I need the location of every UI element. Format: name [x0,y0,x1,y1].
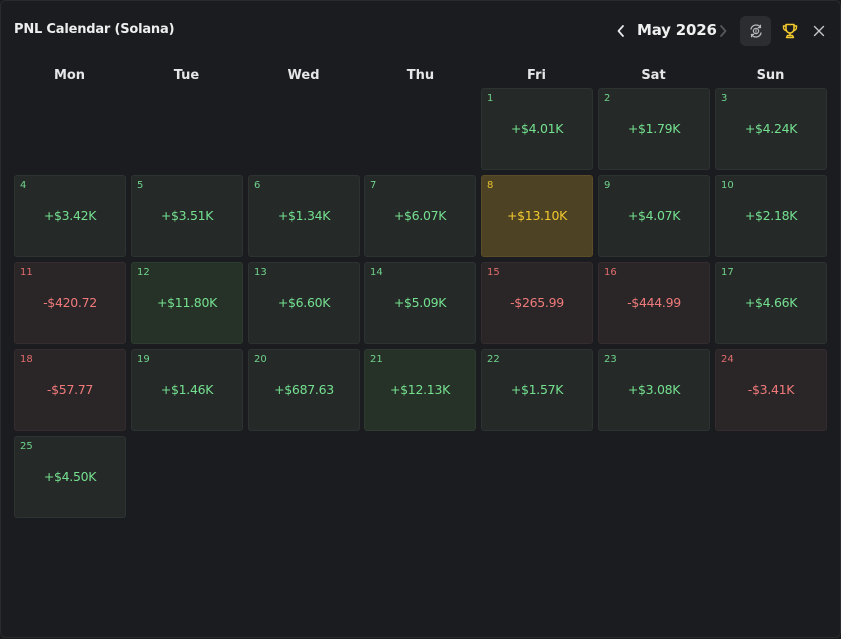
day-pnl-value: -$3.41K [747,382,795,397]
chevron-right-icon [720,25,727,37]
day-pnl-value: +$4.01K [510,121,564,136]
day-pnl-value: +$6.07K [393,208,447,223]
chevron-left-icon [617,25,624,37]
day-pnl-value: +$2.18K [744,208,798,223]
next-month-button[interactable] [713,19,733,43]
day-pnl-value: +$6.60K [277,295,331,310]
day-cell[interactable]: 20 +$687.63 [248,349,360,431]
weekday-label-mon: Mon [53,68,86,83]
day-cell[interactable]: 18 -$57.77 [14,349,126,431]
day-cell[interactable]: 10 +$2.18K [715,175,827,257]
day-cell[interactable]: 23 +$3.08K [598,349,710,431]
day-number: 23 [604,354,617,365]
day-pnl-value: +$1.34K [277,208,331,223]
weekday-label-wed: Wed [287,68,320,83]
day-cell[interactable]: 2 +$1.79K [598,88,710,170]
calendar-header: PNL Calendar (Solana) May 2026 [1,1,841,61]
day-number: 2 [604,93,611,104]
day-pnl-value: -$57.77 [46,382,94,397]
day-number: 8 [487,180,494,191]
weekday-label-fri: Fri [527,68,546,83]
current-month-label: May 2026 [637,21,717,39]
day-cell[interactable]: 7 +$6.07K [364,175,476,257]
day-pnl-value: +$5.09K [393,295,447,310]
day-cell[interactable]: 3 +$4.24K [715,88,827,170]
trophy-icon [782,23,798,39]
day-pnl-value: -$444.99 [627,295,681,310]
day-number: 10 [721,180,734,191]
leaderboard-button[interactable] [779,20,801,42]
previous-month-button[interactable] [611,19,631,43]
day-number: 17 [721,267,734,278]
weekday-label-thu: Thu [406,68,435,83]
day-pnl-value: +$3.51K [160,208,214,223]
day-cell[interactable]: 16 -$444.99 [598,262,710,344]
day-pnl-value: +$4.50K [43,469,97,484]
day-number: 19 [137,354,150,365]
day-cell[interactable]: 6 +$1.34K [248,175,360,257]
day-number: 21 [370,354,383,365]
day-cell[interactable]: 1 +$4.01K [481,88,593,170]
day-cell[interactable]: 21 +$12.13K [364,349,476,431]
day-number: 12 [137,267,150,278]
day-pnl-value: +$12.13K [389,382,450,397]
day-pnl-value: +$4.07K [627,208,681,223]
day-pnl-value: +$11.80K [156,295,217,310]
day-cell[interactable]: 12 +$11.80K [131,262,243,344]
day-number: 3 [721,93,728,104]
weekday-label-sat: Sat [641,68,666,83]
weekday-header-row: Mon Tue Wed Thu Fri Sat Sun [13,68,829,86]
day-number: 25 [20,441,33,452]
close-icon [813,25,825,37]
day-number: 6 [254,180,261,191]
day-pnl-value: -$420.72 [43,295,97,310]
day-number: 11 [20,267,33,278]
currency-toggle-button[interactable] [740,16,771,46]
day-pnl-value: +$687.63 [274,382,334,397]
panel-title: PNL Calendar (Solana) [14,22,175,37]
day-number: 16 [604,267,617,278]
day-cell[interactable]: 4 +$3.42K [14,175,126,257]
day-number: 18 [20,354,33,365]
day-cell[interactable]: 11 -$420.72 [14,262,126,344]
close-button[interactable] [809,20,829,42]
day-cell[interactable]: 9 +$4.07K [598,175,710,257]
currency-toggle-icon [749,24,762,38]
day-cell[interactable]: 19 +$1.46K [131,349,243,431]
day-cell[interactable]: 8 +$13.10K [481,175,593,257]
day-pnl-value: +$1.79K [627,121,681,136]
day-number: 15 [487,267,500,278]
day-cell[interactable]: 17 +$4.66K [715,262,827,344]
day-number: 1 [487,93,494,104]
day-pnl-value: +$4.24K [744,121,798,136]
day-cell[interactable]: 14 +$5.09K [364,262,476,344]
day-pnl-value: +$1.46K [160,382,214,397]
day-number: 14 [370,267,383,278]
day-number: 9 [604,180,611,191]
day-pnl-value: +$1.57K [510,382,564,397]
day-number: 4 [20,180,27,191]
day-pnl-value: +$4.66K [744,295,798,310]
day-number: 20 [254,354,267,365]
day-pnl-value: +$3.42K [43,208,97,223]
day-pnl-value: +$13.10K [506,208,567,223]
day-cell[interactable]: 5 +$3.51K [131,175,243,257]
day-cell[interactable]: 15 -$265.99 [481,262,593,344]
day-number: 22 [487,354,500,365]
day-pnl-value: +$3.08K [627,382,681,397]
day-cell[interactable]: 22 +$1.57K [481,349,593,431]
day-number: 7 [370,180,377,191]
day-cell[interactable]: 24 -$3.41K [715,349,827,431]
day-number: 24 [721,354,734,365]
day-cell[interactable]: 25 +$4.50K [14,436,126,518]
day-pnl-value: -$265.99 [510,295,564,310]
weekday-label-tue: Tue [173,68,200,83]
day-cell[interactable]: 13 +$6.60K [248,262,360,344]
day-number: 13 [254,267,267,278]
weekday-label-sun: Sun [756,68,785,83]
day-number: 5 [137,180,144,191]
